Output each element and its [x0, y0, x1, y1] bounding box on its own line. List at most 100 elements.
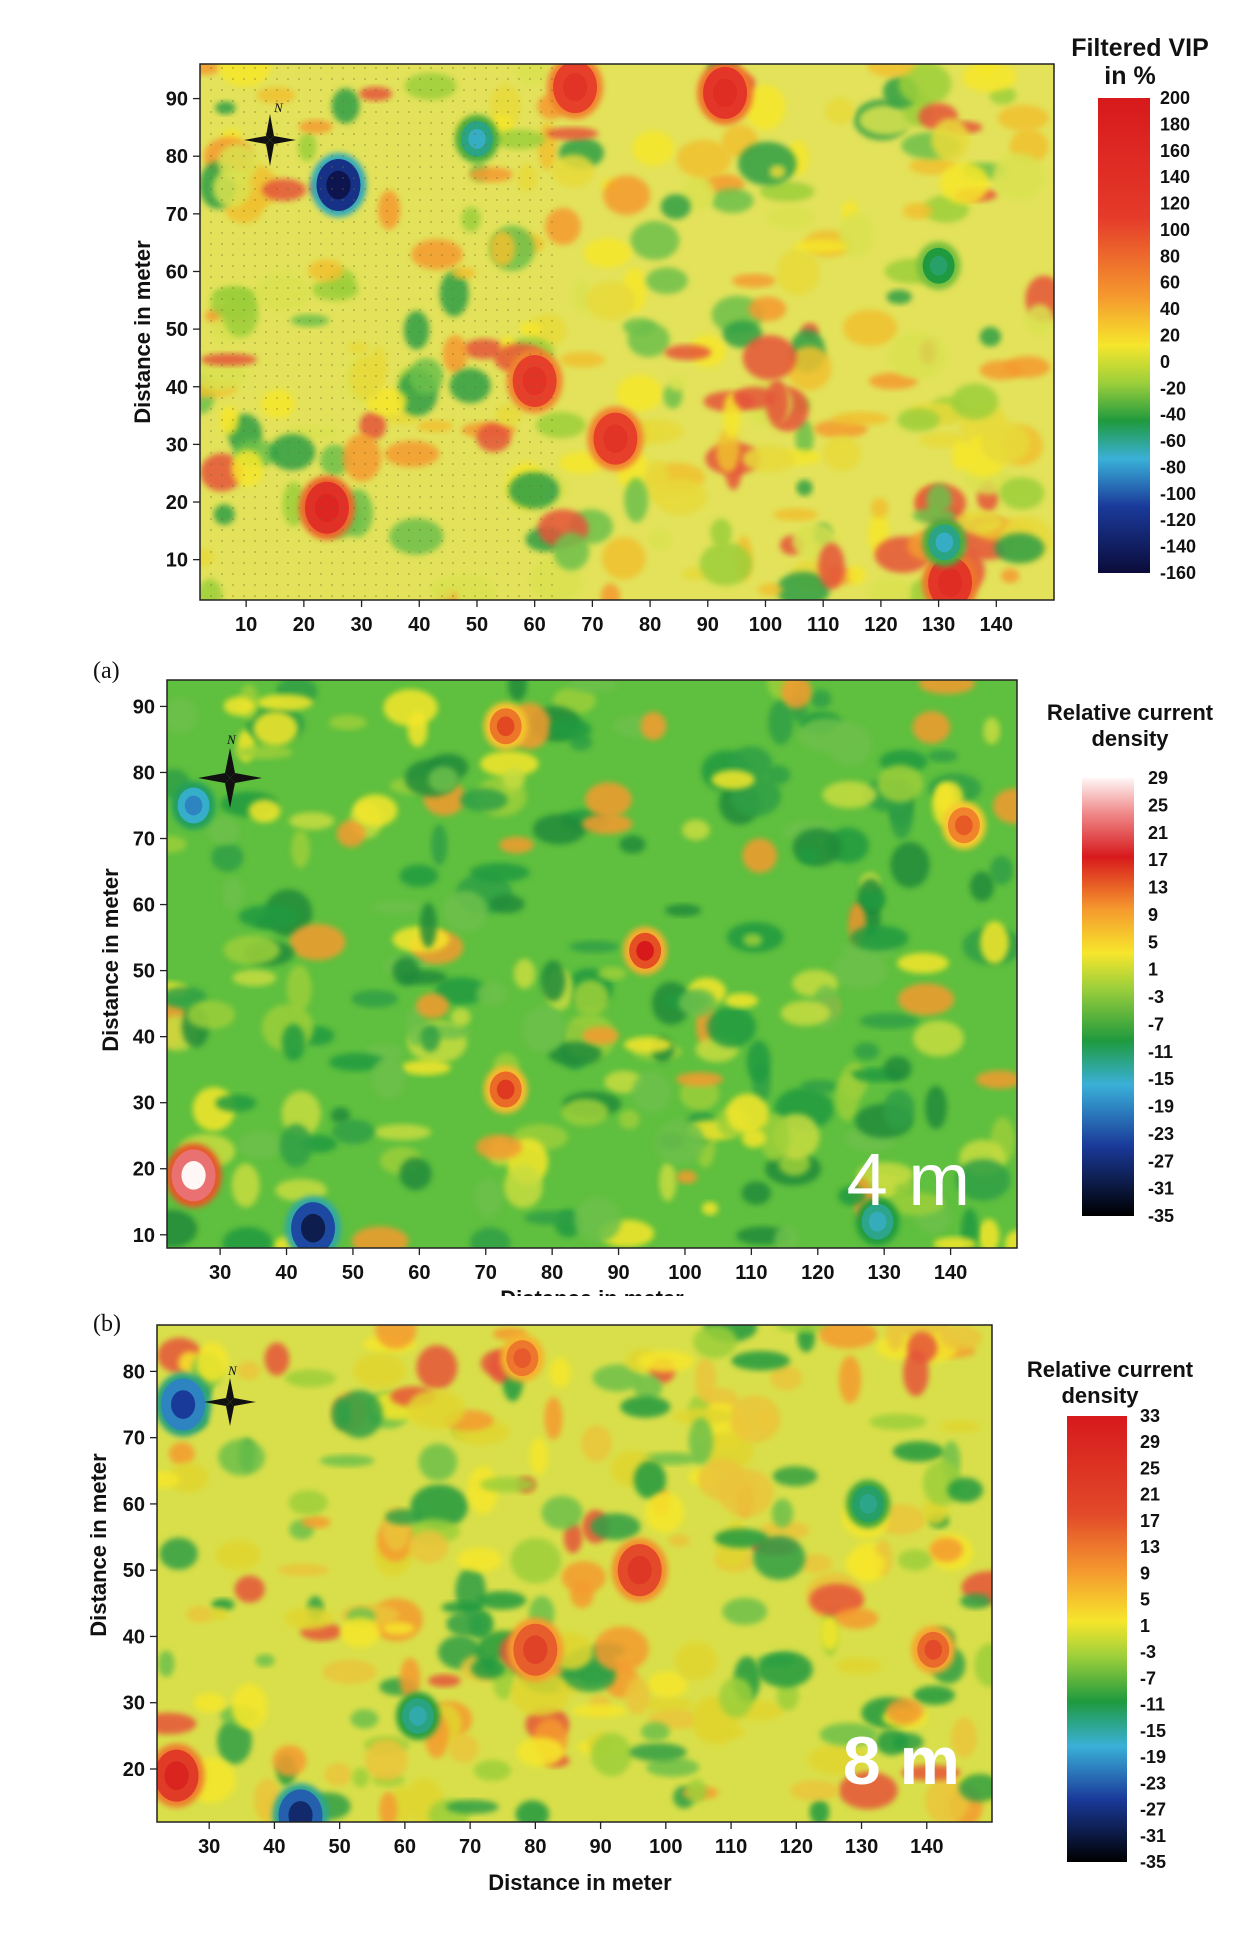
y-tick-label: 80 [123, 1361, 145, 1383]
texture-blob [793, 240, 848, 253]
texture-blob [897, 1549, 933, 1571]
colorbar-tick-label: 13 [1140, 1537, 1160, 1557]
y-tick-label: 50 [166, 319, 188, 341]
colorbar-tick-label: 29 [1140, 1432, 1160, 1452]
y-tick-label: 40 [166, 377, 188, 399]
texture-blob [601, 537, 646, 580]
texture-blob [1004, 1230, 1017, 1248]
texture-blob [231, 1163, 260, 1208]
colorbar-tick-label: -15 [1148, 1069, 1174, 1089]
texture-blob [222, 1227, 273, 1248]
texture-blob [675, 1072, 724, 1087]
colorbar-tick-label: -11 [1140, 1695, 1165, 1715]
y-tick-label: 60 [166, 261, 188, 283]
texture-blob [194, 1693, 226, 1713]
texture-blob [886, 1325, 905, 1352]
texture-blob [237, 1361, 260, 1380]
texture-blob [289, 812, 335, 830]
texture-blob [255, 1654, 275, 1667]
x-axis-ticks: 30 40 50 60 70 80 90 100 110 120 130 140 [198, 1822, 943, 1858]
colorbar-tick-label: 180 [1160, 114, 1190, 134]
y-tick-label: 20 [133, 1159, 155, 1181]
colorbar-tick-label: -19 [1140, 1747, 1166, 1767]
texture-blob [625, 1677, 650, 1715]
texture-blob [211, 843, 244, 872]
y-axis-ticks: 80 70 60 50 40 30 20 [123, 1361, 157, 1781]
texture-blob [868, 577, 912, 600]
texture-blob [561, 1098, 609, 1126]
colorbar-ramp [1098, 98, 1150, 573]
texture-blob [281, 1023, 306, 1061]
texture-blob [819, 1325, 878, 1349]
x-tick-label: 40 [408, 614, 430, 636]
x-tick-label: 120 [864, 614, 897, 636]
texture-blob [645, 267, 688, 295]
y-tick-label: 50 [123, 1560, 145, 1582]
texture-blob [992, 153, 1046, 200]
anomaly-positive [500, 1334, 545, 1383]
colorbar-tick-label: -7 [1140, 1668, 1156, 1688]
texture-blob [846, 565, 866, 585]
texture-blob [929, 1537, 964, 1563]
texture-blob [838, 1771, 898, 1810]
texture-blob [169, 1442, 195, 1466]
y-tick-label: 10 [133, 1225, 155, 1247]
x-tick-label: 80 [524, 1836, 546, 1858]
texture-blob [790, 1780, 839, 1801]
texture-blob [581, 1425, 612, 1462]
texture-blob [759, 1521, 810, 1541]
texture-blob [223, 935, 281, 965]
texture-blob [722, 1597, 768, 1626]
colorbar-1: Filtered VIP in % 2001801601401201008060… [1071, 34, 1209, 583]
texture-blob [167, 1209, 198, 1248]
texture-blob [678, 988, 717, 1017]
colorbar-tick-label: 40 [1160, 299, 1180, 319]
anomaly-negative [395, 1691, 440, 1740]
texture-blob [810, 689, 832, 709]
panel-current-density-4m: (a) 30 40 50 60 70 80 90 100 110 120 130 140 908070… [93, 658, 1214, 1296]
texture-blob [765, 379, 789, 426]
texture-blob [795, 419, 814, 457]
texture-blob [568, 680, 619, 693]
texture-blob [875, 1729, 909, 1756]
texture-blob [820, 1616, 840, 1650]
texture-blob [890, 842, 930, 888]
texture-blob [382, 1622, 415, 1635]
texture-blob [951, 1717, 977, 1758]
texture-blob [647, 1671, 688, 1698]
texture-blob [997, 105, 1049, 131]
texture-blob [633, 1374, 663, 1401]
texture-blob [897, 952, 949, 974]
texture-blob [818, 542, 845, 590]
x-axis-ticks: 30 40 50 60 70 80 90 100 110 120 130 140 [209, 1248, 967, 1284]
texture-blob [275, 1179, 328, 1202]
texture-blob [157, 1712, 197, 1735]
texture-blob [264, 1342, 290, 1376]
x-axis-label: Distance in meter [488, 1870, 672, 1895]
texture-blob [373, 1124, 432, 1141]
texture-blob [329, 715, 367, 730]
x-tick-label: 90 [607, 1262, 629, 1284]
texture-blob [951, 439, 968, 471]
anomaly-negative [855, 1197, 900, 1246]
texture-blob [431, 824, 448, 866]
texture-blob [799, 1554, 833, 1573]
texture-blob [330, 1107, 351, 1124]
texture-blob [770, 1365, 802, 1391]
texture-blob [716, 428, 740, 473]
colorbar-tick-label: 120 [1160, 194, 1190, 214]
texture-blob [186, 1000, 236, 1030]
texture-blob [766, 205, 815, 229]
texture-3 [157, 1325, 992, 1822]
texture-blob [637, 1350, 694, 1372]
texture-blob [686, 1779, 707, 1803]
texture-blob [748, 296, 787, 322]
texture-blob [572, 279, 591, 312]
texture-blob [886, 1698, 924, 1725]
texture-blob [209, 1607, 229, 1621]
texture-blob [746, 1040, 771, 1084]
texture-blob [407, 1389, 465, 1430]
survey-points [200, 64, 560, 600]
x-tick-label: 110 [715, 1836, 747, 1858]
panel-filtered-vip: 10 20 30 40 50 60 70 80 90 100 110 120 130 140 908070… [130, 34, 1209, 636]
